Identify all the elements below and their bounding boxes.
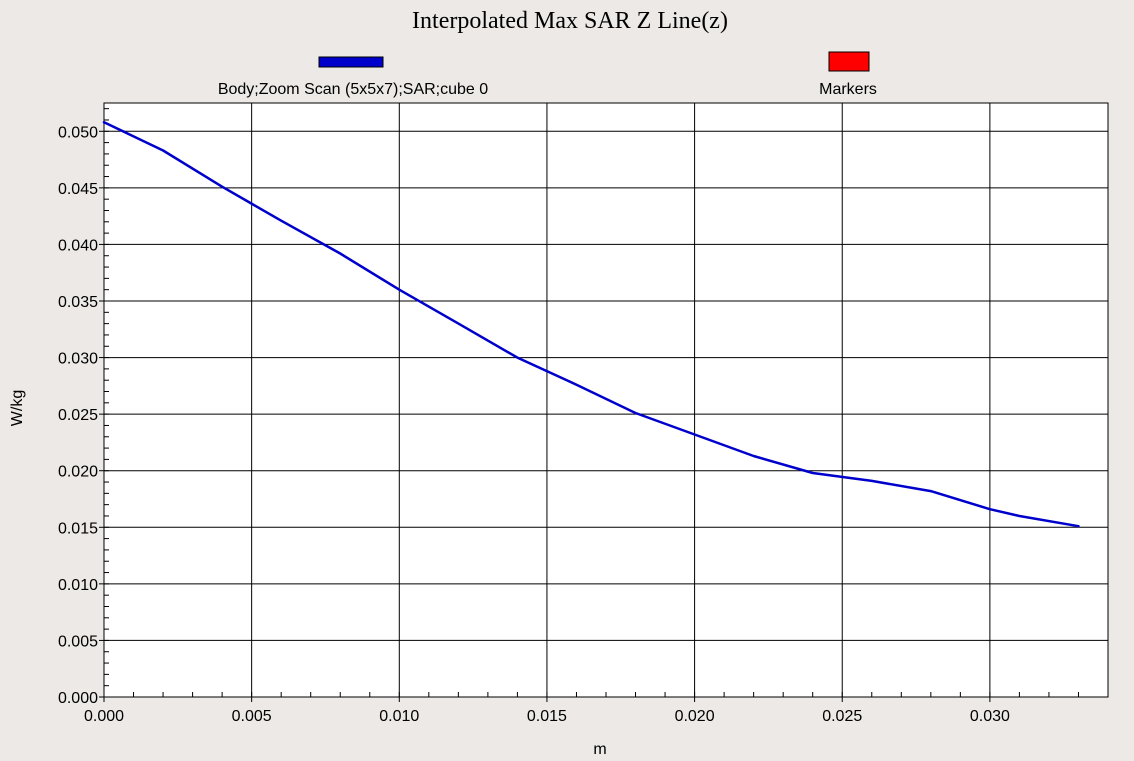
y-tick-label: 0.015 [58,520,98,537]
x-tick-label: 0.010 [379,708,419,725]
grid-layer [103,103,1108,698]
y-tick-label: 0.010 [58,577,98,594]
x-tick-label: 0.015 [527,708,567,725]
x-tick-label: 0.030 [970,708,1010,725]
legend-swatch-markers [828,51,870,72]
x-axis-label: m [593,741,606,758]
tick-layer: 0.000 0.005 0.010 0.015 0.020 0.025 0.030 0.000… [58,108,1109,725]
x-tick-label: 0.020 [675,708,715,725]
legend-label-series: Body;Zoom Scan (5x5x7);SAR;cube 0 [218,81,488,98]
x-tick-label: 0.000 [84,708,124,725]
y-tick-label: 0.030 [58,351,98,368]
legend-label-markers: Markers [819,81,877,98]
series-layer [102,120,1080,528]
chart-title: Interpolated Max SAR Z Line(z) [412,8,728,34]
y-tick-label: 0.025 [58,407,98,424]
y-tick-label: 0.020 [58,464,98,481]
y-tick-label: 0.050 [58,124,98,141]
y-tick-label: 0.035 [58,294,98,311]
y-axis-label: W/kg [9,390,26,426]
x-tick-label: 0.025 [822,708,862,725]
series-line [102,120,1080,528]
y-tick-label: 0.000 [58,690,98,707]
legend-swatch-series [318,56,384,68]
y-tick-label: 0.040 [58,237,98,254]
x-tick-label: 0.005 [232,708,272,725]
y-tick-label: 0.005 [58,633,98,650]
y-tick-label: 0.045 [58,181,98,198]
